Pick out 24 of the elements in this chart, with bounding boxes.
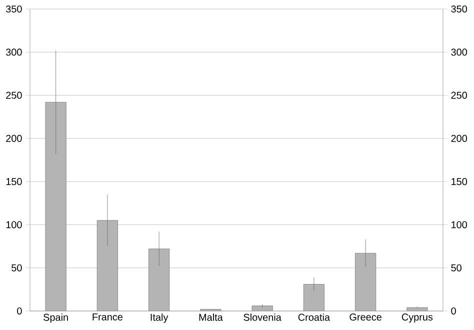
y-tick-label: 150 — [6, 178, 22, 186]
x-tick-label: France — [92, 314, 122, 320]
x-tick-label: Greece — [350, 314, 382, 321]
y2-tick-label: 200 — [451, 134, 468, 142]
y-tick-label: 200 — [6, 134, 22, 142]
y2-tick-label: 0 — [451, 307, 456, 315]
y-tick-label: 250 — [6, 92, 22, 99]
y-tick-label: 100 — [6, 221, 22, 228]
x-tick-label: Spain — [44, 314, 68, 323]
y-tick-label: 0 — [17, 307, 22, 315]
x-tick-label: Cyprus — [402, 314, 433, 323]
y-tick-label: 300 — [6, 48, 22, 56]
x-tick-label: Croatia — [298, 314, 330, 321]
x-tick-label: Malta — [199, 314, 223, 321]
y2-tick-label: 300 — [451, 48, 468, 56]
x-tick-label: Italy — [150, 314, 168, 323]
y2-tick-label: 350 — [451, 5, 468, 13]
y2-tick-label: 250 — [451, 92, 468, 99]
y2-tick-label: 150 — [452, 178, 468, 186]
x-tick-label: Slovenia — [244, 314, 282, 321]
y-tick-label: 50 — [12, 264, 22, 272]
y2-tick-label: 50 — [451, 264, 462, 272]
y-tick-label: 350 — [6, 5, 22, 13]
y2-tick-label: 100 — [452, 221, 468, 228]
